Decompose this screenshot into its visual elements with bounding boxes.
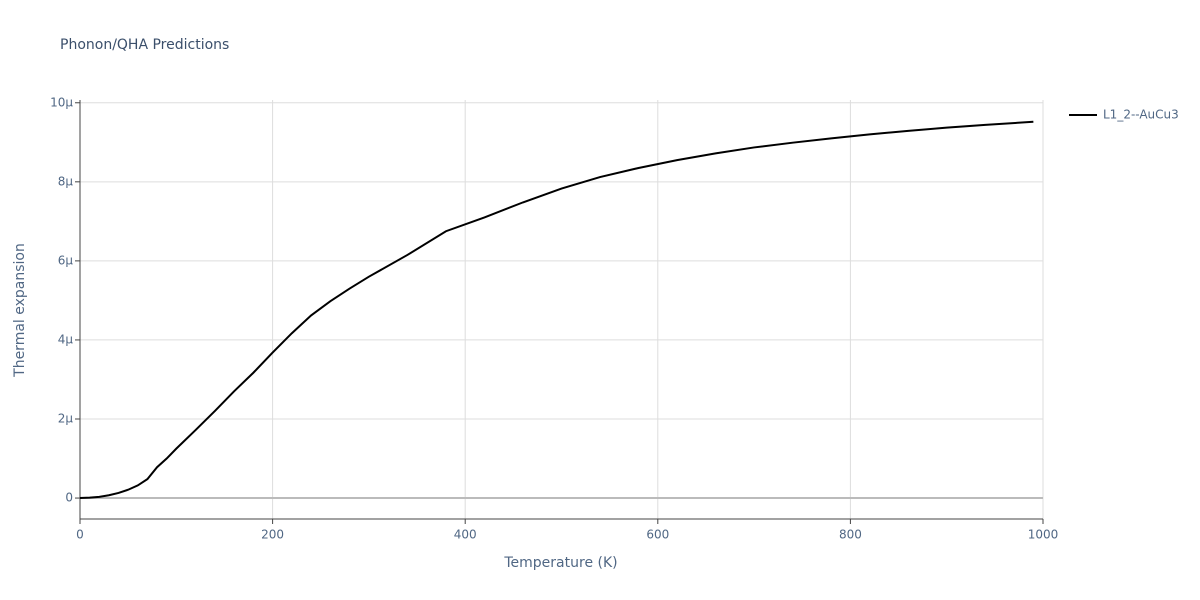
- x-tick-label: 600: [646, 528, 669, 542]
- y-tick-label: 4μ: [58, 332, 74, 346]
- x-tick-label: 0: [76, 528, 84, 542]
- x-tick-label: 1000: [1028, 528, 1059, 542]
- y-tick-label: 6μ: [58, 253, 74, 267]
- y-axis-title: Thermal expansion: [12, 243, 28, 378]
- data-line: [79, 120, 1034, 500]
- chart-title: Phonon/QHA Predictions: [60, 37, 229, 53]
- y-tick-label: 2μ: [58, 411, 74, 425]
- x-tick-label: 400: [454, 528, 477, 542]
- x-tick-label: 200: [261, 528, 284, 542]
- y-tick-label: 10μ: [50, 95, 73, 109]
- x-axis-title: Temperature (K): [503, 555, 617, 571]
- y-tick-label: 8μ: [58, 174, 74, 188]
- x-tick-label: 800: [839, 528, 862, 542]
- y-tick-label: 0: [65, 491, 73, 505]
- legend-label: L1_2--AuCu3: [1103, 108, 1179, 122]
